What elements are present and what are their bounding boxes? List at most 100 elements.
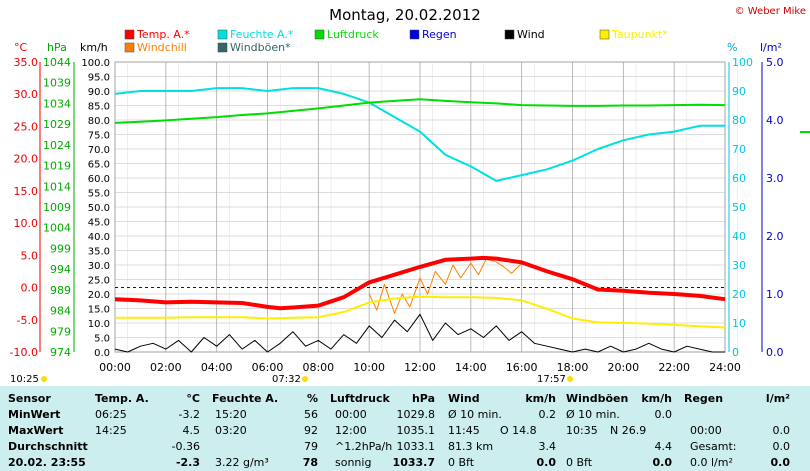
rain-unit-label: l/m²	[760, 41, 782, 54]
hum-value-3: 78	[302, 456, 318, 469]
gust-info-0: Ø 10 min.	[566, 408, 620, 421]
header-rain: Regen	[684, 392, 724, 405]
pressure-tick-6: 1014	[43, 180, 71, 193]
header-temp-unit: °C	[186, 392, 200, 405]
legend-swatch-6	[124, 42, 135, 53]
sunrise-label: 07:32	[272, 374, 301, 385]
humidity-tick-2: 80	[732, 114, 746, 127]
wind-info-1: 11:45	[448, 424, 480, 437]
header-press-unit: hPa	[411, 392, 435, 405]
rain-value-2: 0.0	[772, 440, 791, 453]
pressure-tick-14: 974	[50, 346, 71, 359]
pressure-tick-10: 994	[50, 263, 71, 276]
legend-label-5: Taupunkt*	[611, 28, 668, 41]
x-tick-5: 10:00	[353, 361, 385, 374]
press-time-1: 12:00	[335, 424, 367, 437]
rain-tick-1: 4.0	[766, 114, 784, 127]
chart-title: Montag, 20.02.2012	[329, 6, 481, 24]
wind-info-0: Ø 10 min.	[448, 408, 502, 421]
rain-tick-2: 3.0	[766, 172, 784, 185]
legend-label-0: Temp. A.*	[136, 28, 190, 41]
gust-info-b-1: N 26.9	[610, 424, 647, 437]
temp-tick-5: 10.0	[14, 217, 39, 230]
header-press: Luftdruck	[330, 392, 390, 405]
legend-swatch-1	[217, 29, 228, 40]
wind-value-3: 0.0	[536, 456, 557, 469]
temp-tick-1: 30.0	[14, 88, 39, 101]
rain-info-2: Gesamt:	[690, 440, 737, 453]
rain-tick-0: 5.0	[766, 56, 784, 69]
wind-value-0: 0.2	[538, 408, 557, 421]
moonrise-label: 10:25	[10, 374, 39, 385]
hum-time-0: 15:20	[215, 408, 247, 421]
row-label-1: MaxWert	[8, 424, 64, 437]
statistics-panel: Sensor Temp. A. °C Feuchte A.% Luftdruck hPa W…	[0, 386, 810, 471]
gust-value-3: 0.0	[652, 456, 673, 469]
x-tick-4: 08:00	[302, 361, 334, 374]
temp-value-2: -0.36	[171, 440, 200, 453]
humidity-tick-8: 20	[732, 288, 746, 301]
pressure-tick-11: 989	[50, 284, 71, 297]
hum-value-2: 79	[304, 440, 318, 453]
pressure-tick-7: 1009	[43, 201, 71, 214]
series-line-luftdruck	[114, 98, 726, 124]
wind-tick-14: 30.0	[88, 261, 110, 272]
sunset-marker	[567, 376, 573, 382]
legend-label-4: Wind	[517, 28, 545, 41]
header-gust: Windböen	[566, 392, 629, 405]
wind-tick-2: 90.0	[88, 87, 110, 98]
pressure-tick-2: 1034	[43, 97, 71, 110]
series-line-windchill	[368, 258, 523, 314]
weather-chart: Montag, 20.02.2012 © Weber Mike Temp. A.…	[10, 6, 810, 385]
header-wind: Wind	[448, 392, 480, 405]
wind-tick-1: 95.0	[88, 73, 110, 84]
series-line-taupunkt	[115, 295, 726, 329]
hum-time-1: 03:20	[215, 424, 247, 437]
pressure-unit-label: hPa	[47, 41, 67, 54]
humidity-tick-0: 100	[732, 56, 753, 69]
rain-tick-5: 0.0	[766, 346, 784, 359]
rain-tick-3: 2.0	[766, 230, 784, 243]
copyright-label: © Weber Mike	[735, 6, 806, 17]
temp-value-1: 4.5	[182, 424, 201, 437]
temp-time-0: 06:25	[95, 408, 127, 421]
wind-tick-15: 25.0	[88, 276, 110, 287]
x-tick-2: 04:00	[201, 361, 233, 374]
x-tick-6: 12:00	[404, 361, 436, 374]
x-tick-11: 22:00	[658, 361, 690, 374]
legend-swatch-2	[314, 29, 325, 40]
legend-label-1: Feuchte A.*	[230, 28, 294, 41]
x-tick-12: 24:00	[709, 361, 741, 374]
temp-tick-6: 5.0	[21, 249, 39, 262]
wind-info-3: 0 Bft	[448, 456, 475, 469]
x-tick-8: 16:00	[506, 361, 538, 374]
rain-info-1: 00:00	[690, 424, 722, 437]
temp-tick-2: 25.0	[14, 120, 39, 133]
moonrise-marker	[41, 376, 47, 382]
header-temp: Temp. A.	[95, 392, 149, 405]
press-time-3: sonnig	[335, 456, 372, 469]
gust-info-1: 10:35	[566, 424, 598, 437]
wind-tick-11: 45.0	[88, 218, 110, 229]
pressure-tick-4: 1024	[43, 139, 71, 152]
legend-label-7: Windböen*	[230, 41, 291, 54]
humidity-tick-10: 0	[732, 346, 739, 359]
wind-unit-label: km/h	[80, 41, 108, 54]
x-tick-7: 14:00	[455, 361, 487, 374]
legend-label-6: Windchill	[137, 41, 187, 54]
wind-tick-0: 100.0	[81, 58, 110, 69]
x-tick-1: 02:00	[150, 361, 182, 374]
temp-value-3: -2.3	[175, 456, 200, 469]
humidity-tick-4: 60	[732, 172, 746, 185]
legend-swatch-7	[217, 42, 228, 53]
x-tick-10: 20:00	[607, 361, 639, 374]
wind-tick-8: 60.0	[88, 174, 110, 185]
temp-value-0: -3.2	[178, 408, 200, 421]
temp-tick-0: 35.0	[14, 56, 39, 69]
temp-tick-9: -10.0	[10, 346, 38, 359]
temp-time-1: 14:25	[95, 424, 127, 437]
wind-info-2: 81.3 km	[448, 440, 494, 453]
temp-tick-3: 20.0	[14, 153, 39, 166]
plot-area: 100.095.090.085.080.075.070.065.060.055.…	[10, 56, 810, 385]
wind-info-b-1: O 14.8	[500, 424, 537, 437]
